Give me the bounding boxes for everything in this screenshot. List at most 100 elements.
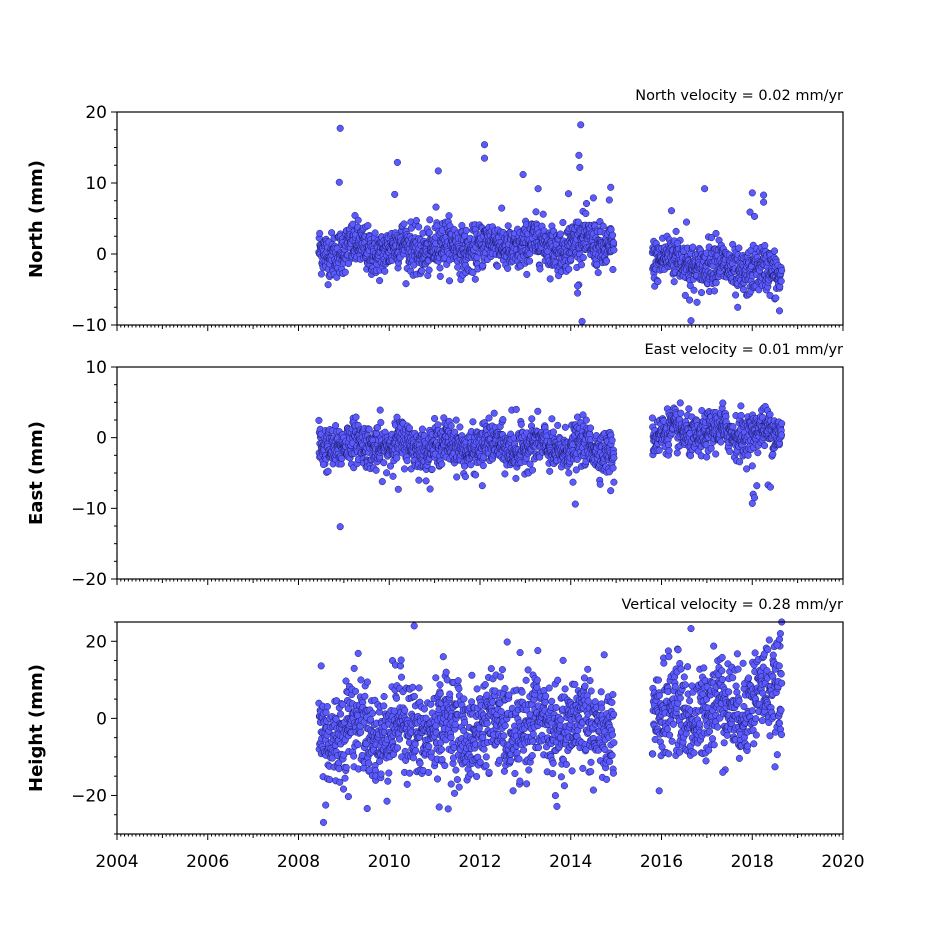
data-point [372, 466, 380, 474]
north-ylabel: North (mm) [26, 160, 47, 278]
data-point [418, 267, 426, 275]
data-point [496, 673, 505, 681]
data-point [523, 780, 531, 788]
data-point [337, 710, 345, 718]
data-point [576, 163, 584, 171]
data-point [523, 270, 531, 278]
data-point [526, 257, 534, 265]
data-point [689, 243, 697, 251]
data-point [315, 416, 323, 424]
data-point [710, 287, 719, 295]
data-point [418, 425, 426, 433]
data-point [778, 266, 786, 274]
data-point [748, 189, 756, 197]
height-points [315, 618, 786, 826]
data-point [433, 775, 442, 783]
data-point [400, 220, 408, 228]
data-point [378, 478, 386, 486]
data-point [517, 420, 525, 428]
data-point [468, 671, 476, 679]
data-point [501, 722, 509, 730]
data-point [736, 458, 744, 466]
data-point [561, 423, 569, 431]
data-point [557, 716, 565, 724]
data-point [478, 482, 486, 490]
data-point [501, 470, 509, 478]
data-point [712, 279, 720, 287]
data-point [467, 461, 475, 469]
data-point [436, 681, 444, 689]
north-points [315, 121, 786, 325]
data-point [654, 278, 662, 286]
data-point [707, 444, 715, 452]
data-point [371, 229, 379, 237]
data-point [584, 665, 592, 673]
data-point [610, 239, 618, 247]
data-point [524, 666, 532, 674]
data-point [469, 268, 477, 277]
data-point [770, 247, 779, 255]
data-point [589, 194, 597, 202]
data-point [339, 785, 348, 793]
data-point [582, 199, 591, 208]
data-point [500, 732, 508, 740]
data-point [412, 216, 420, 225]
data-point [453, 776, 461, 784]
data-point [380, 459, 388, 467]
data-point [670, 278, 678, 286]
data-point [753, 482, 761, 490]
data-point [376, 277, 384, 285]
data-point [425, 266, 433, 274]
data-point [365, 425, 373, 433]
data-point [568, 767, 576, 775]
data-point [455, 685, 463, 693]
data-point [528, 415, 536, 423]
data-point [403, 780, 411, 788]
data-point [712, 229, 720, 237]
data-point [441, 761, 449, 770]
data-point [603, 257, 611, 265]
data-point [479, 733, 487, 741]
data-point [498, 204, 506, 212]
data-point [687, 317, 695, 325]
data-point [552, 703, 560, 712]
data-point [610, 246, 618, 254]
north-panel: North (mm) North velocity = 0.02 mm/yr −… [26, 88, 844, 336]
data-point [673, 449, 681, 457]
data-point [361, 692, 369, 700]
data-point [717, 438, 725, 446]
data-point [317, 270, 325, 278]
data-point [389, 472, 397, 480]
data-point [322, 709, 330, 717]
height-ylabel: Height (mm) [26, 664, 47, 792]
data-point [498, 666, 506, 674]
data-point [726, 447, 734, 456]
data-point [701, 185, 709, 193]
data-point [582, 209, 590, 218]
data-point [425, 768, 433, 777]
data-point [426, 216, 434, 224]
data-point [511, 769, 519, 778]
data-point [565, 265, 573, 273]
data-point [354, 649, 362, 657]
data-point [436, 690, 444, 698]
data-point [532, 208, 540, 216]
data-point [425, 742, 433, 751]
vertical-velocity-label: Vertical velocity = 0.28 mm/yr [622, 597, 844, 613]
data-point [761, 241, 769, 250]
data-point [497, 707, 505, 716]
data-point [426, 485, 434, 493]
data-point [351, 687, 360, 695]
data-point [447, 733, 455, 742]
data-point [667, 207, 676, 215]
data-point [316, 229, 324, 237]
data-point [760, 191, 768, 199]
data-point [737, 402, 745, 410]
data-point [472, 471, 480, 479]
data-point [735, 244, 743, 252]
data-point [748, 462, 756, 470]
data-point [549, 770, 557, 778]
data-point [324, 467, 332, 475]
data-point [344, 259, 353, 268]
data-point [672, 227, 680, 235]
